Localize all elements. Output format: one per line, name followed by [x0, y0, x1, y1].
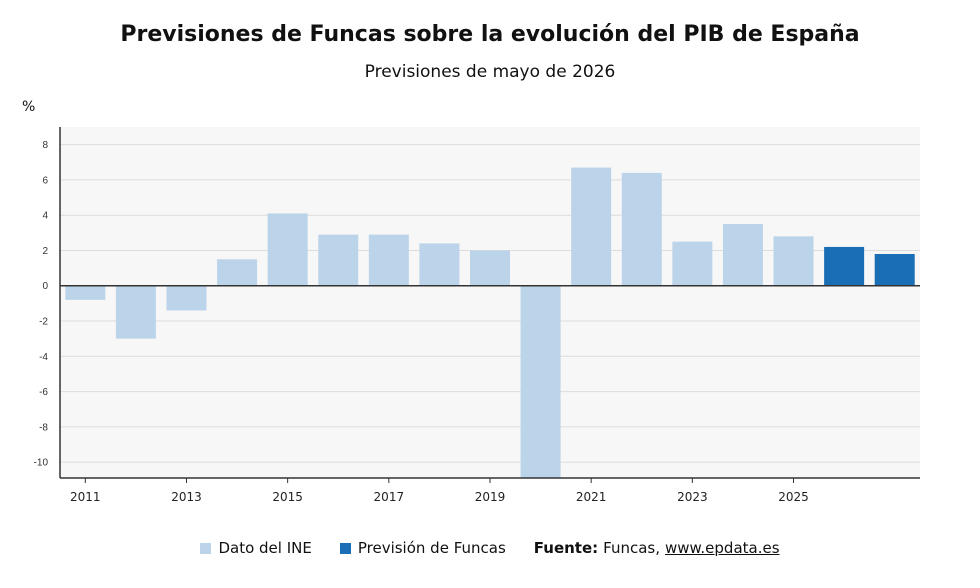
- bar-2027: [874, 253, 915, 286]
- y-tick-label: -4: [39, 352, 48, 363]
- x-tick-label: 2017: [374, 490, 405, 504]
- bar-2019: [470, 250, 510, 286]
- source-text: Funcas,: [603, 539, 660, 557]
- y-tick-label: 0: [42, 281, 48, 292]
- chart-legend: Dato del INE Previsión de Funcas Fuente:…: [0, 539, 980, 557]
- x-tick-label: 2011: [70, 490, 101, 504]
- y-tick-label: 2: [42, 246, 48, 257]
- bar-2015: [267, 213, 308, 286]
- bar-2024: [722, 224, 763, 286]
- bar-2018: [419, 243, 460, 286]
- x-tick-label: 2023: [677, 490, 708, 504]
- legend-swatch-funcas: [339, 542, 351, 554]
- y-tick-label: -6: [39, 387, 48, 398]
- bar-2014: [217, 259, 258, 286]
- bar-2020: [520, 285, 561, 478]
- y-tick-label: -10: [34, 458, 49, 469]
- x-tick-label: 2013: [171, 490, 202, 504]
- bar-2012: [115, 285, 156, 339]
- bar-2017: [368, 234, 409, 286]
- source-note: Fuente: Funcas, www.epdata.es: [534, 539, 780, 557]
- y-tick-label: 4: [42, 211, 48, 222]
- legend-item-funcas: Previsión de Funcas: [339, 539, 506, 557]
- y-tick-label: 6: [42, 175, 48, 186]
- bar-2013: [166, 285, 207, 311]
- y-tick-label: -2: [39, 317, 48, 328]
- legend-label-funcas: Previsión de Funcas: [357, 539, 506, 557]
- chart-subtitle: Previsiones de mayo de 2026: [364, 62, 616, 82]
- bar-2021: [571, 167, 612, 286]
- legend-label-ine: Dato del INE: [218, 539, 312, 557]
- y-axis-unit: %: [22, 99, 36, 115]
- y-tick-label: 8: [42, 140, 48, 151]
- legend-swatch-ine: [200, 542, 212, 554]
- x-tick-label: 2019: [475, 490, 506, 504]
- bar-2016: [318, 234, 359, 286]
- x-tick-label: 2025: [778, 490, 809, 504]
- bar-2026: [824, 246, 865, 286]
- legend-item-ine: Dato del INE: [200, 539, 312, 557]
- bar-2022: [621, 172, 662, 286]
- source-label: Fuente:: [533, 539, 599, 557]
- x-tick-label: 2021: [576, 490, 607, 504]
- bar-2011: [65, 285, 106, 300]
- x-tick-label: 2015: [272, 490, 303, 504]
- bar-2023: [672, 241, 713, 286]
- source-link[interactable]: www.epdata.es: [664, 539, 780, 557]
- bar-2025: [773, 236, 814, 286]
- chart-title: Previsiones de Funcas sobre la evolución…: [120, 22, 860, 47]
- y-tick-label: -8: [39, 422, 48, 433]
